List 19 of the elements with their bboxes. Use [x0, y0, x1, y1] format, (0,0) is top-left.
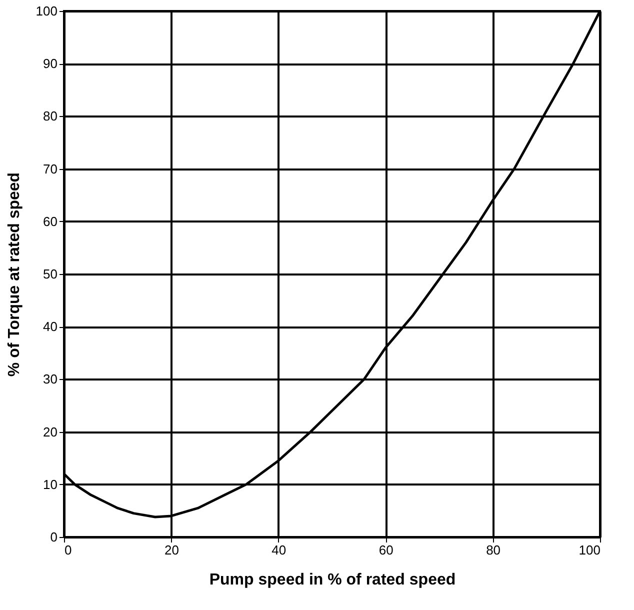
- y-tick-label: 90: [43, 56, 58, 72]
- x-tick-label: 0: [64, 542, 72, 558]
- y-tick-label: 40: [43, 319, 58, 334]
- y-tick-label: 60: [43, 214, 58, 229]
- y-tick-label: 30: [43, 372, 58, 387]
- y-tick-label: 20: [43, 424, 58, 440]
- x-tick-label: 40: [272, 542, 286, 558]
- y-tick-label: 100: [36, 4, 58, 18]
- y-tick-label: 70: [43, 161, 58, 176]
- y-tick-label: 0: [50, 530, 58, 544]
- x-tick-label: 20: [164, 542, 179, 558]
- x-axis-title: Pump speed in % of rated speed: [209, 572, 456, 588]
- y-tick-label: 50: [43, 266, 58, 282]
- x-tick-label: 60: [378, 542, 394, 558]
- x-tick-label: 100: [578, 542, 600, 558]
- y-tick-label: 80: [43, 108, 58, 124]
- x-tick-label: 80: [486, 542, 501, 558]
- y-tick-label: 10: [43, 476, 58, 492]
- y-axis-title: % of Torque at rated speed: [6, 172, 23, 377]
